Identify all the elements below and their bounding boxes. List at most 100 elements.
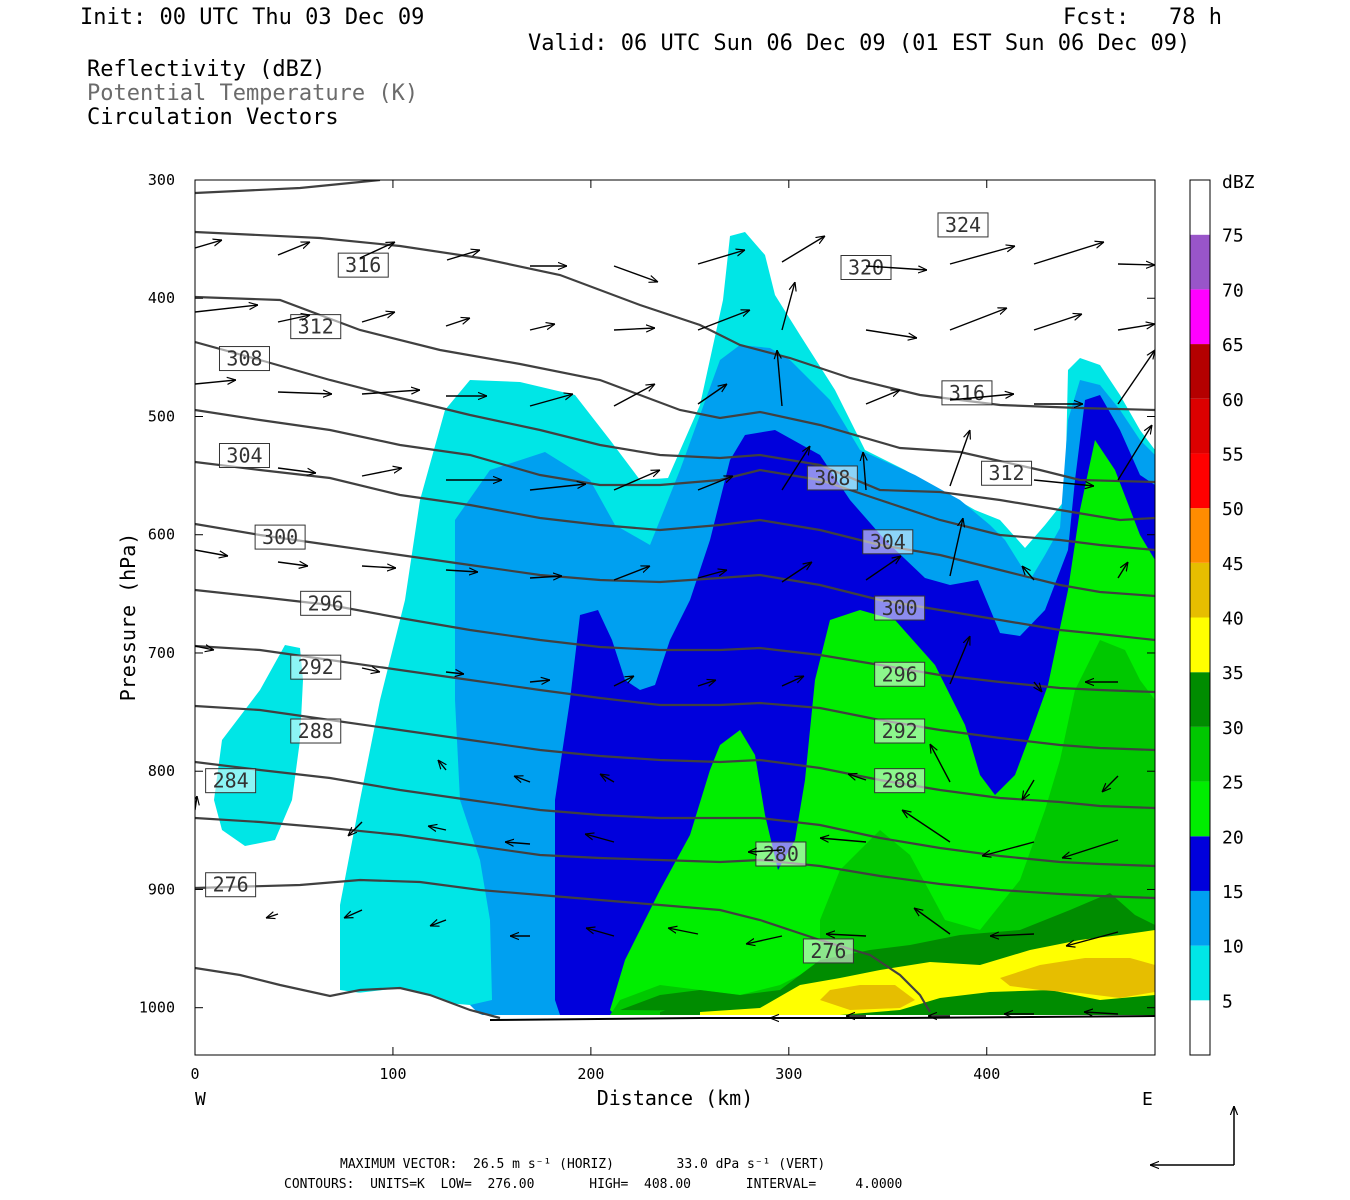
vector-arrow (697, 310, 750, 331)
vector-arrow (1066, 931, 1119, 946)
vector-arrow (1022, 779, 1035, 800)
vector-arrow (446, 250, 480, 261)
theta-label-text: 288 (298, 719, 334, 743)
vector-arrow (361, 668, 380, 672)
vector-arrow (1102, 775, 1119, 792)
x-tick-label: 300 (775, 1065, 802, 1083)
surface-line (489, 1015, 1156, 1021)
forecast-hour: Fcst: 78 h (1063, 5, 1222, 30)
theta-label: 292 (874, 718, 926, 744)
x-tick-label: 100 (379, 1065, 406, 1083)
vector-arrow (529, 576, 562, 578)
theta-label: 300 (874, 595, 926, 621)
vector-arrow (277, 467, 316, 473)
theta-label-text: 300 (262, 525, 298, 549)
colorbar-swatch (1190, 453, 1210, 509)
vector-arrow (930, 744, 951, 783)
y-tick-label: 300 (148, 171, 175, 189)
x-tick-label: 0 (190, 1065, 199, 1083)
refl-35-region (700, 930, 1155, 1015)
vector-arrow (990, 934, 1035, 936)
theta-label-box (218, 443, 270, 469)
theta-label-text: 308 (814, 466, 850, 490)
colorbar-swatch (1190, 508, 1210, 563)
colorbar-swatch (1190, 617, 1210, 673)
vector-arrow (613, 676, 634, 687)
theta-label-box (300, 590, 352, 616)
vector-arrow (348, 821, 363, 836)
theta-label-box (802, 938, 854, 964)
vector-arrow (529, 484, 586, 491)
vector-arrow (865, 329, 917, 338)
vector-arrow (445, 570, 478, 572)
colorbar-tick-label: 10 (1222, 937, 1244, 958)
y-tick-label: 400 (148, 289, 175, 307)
vector-arrow (1117, 350, 1155, 405)
vector-arrow (505, 842, 531, 844)
theta-label: 280 (755, 841, 807, 867)
colorbar-tick-label: 60 (1222, 390, 1244, 411)
vector-arrow (1117, 562, 1128, 579)
theta-line (195, 816, 1155, 900)
below-ground (195, 970, 1155, 1055)
reference-vector (1150, 1106, 1234, 1165)
vector-arrow (1117, 324, 1155, 331)
theta-label: 304 (862, 529, 914, 555)
theta-label: 308 (218, 346, 270, 372)
theta-line (195, 340, 1155, 522)
theta-label: 324 (937, 212, 989, 238)
vector-arrow (697, 475, 733, 491)
theta-label-text: 316 (949, 381, 985, 405)
theta-line (195, 180, 381, 195)
colorbar-tick-label: 65 (1222, 335, 1244, 356)
vector-arrow (1062, 839, 1119, 858)
vector-arrow (949, 430, 970, 487)
vector-arrow (277, 241, 310, 256)
colorbar-swatch (1190, 1000, 1210, 1055)
colorbar-swatch (1190, 890, 1210, 946)
vector-arrow (826, 934, 867, 936)
vector-arrow (1022, 566, 1035, 581)
colorbar-swatch (1190, 180, 1210, 235)
vector-arrow (820, 838, 867, 842)
vector-arrow (697, 384, 727, 405)
vector-arrow (361, 390, 420, 394)
vector-arrow (277, 315, 310, 323)
x-tick-label: 200 (577, 1065, 604, 1083)
circulation-vectors (195, 236, 1155, 1018)
theta-label-box (874, 595, 926, 621)
theta-label-text: 320 (848, 256, 884, 280)
x-axis-east-label: E (1142, 1089, 1153, 1110)
theta-label-text: 292 (882, 719, 918, 743)
vector-arrow (529, 680, 550, 682)
theta-label: 296 (300, 590, 352, 616)
theta-label-text: 296 (882, 662, 918, 686)
vector-arrow (1117, 264, 1155, 265)
vector-arrow (949, 308, 1007, 331)
colorbar-tick-label: 20 (1222, 827, 1244, 848)
vector-arrow (613, 265, 658, 282)
vector-arrow (848, 774, 867, 780)
vector-arrow (438, 760, 446, 771)
vector-arrow (1033, 314, 1082, 331)
theta-label-box (806, 465, 858, 491)
vector-arrow (949, 518, 963, 577)
colorbar-swatch (1190, 562, 1210, 618)
colorbar-tick-label: 5 (1222, 991, 1233, 1012)
theta-label: 320 (840, 255, 892, 280)
colorbar-swatch (1190, 344, 1210, 399)
vector-arrow (585, 834, 615, 843)
colorbar-tick-label: 40 (1222, 609, 1244, 630)
theta-line (195, 460, 1155, 598)
contours-note: CONTOURS: UNITS=K LOW= 276.00 HIGH= 408.… (284, 1177, 903, 1192)
x-axis-label: Distance (km) (597, 1086, 754, 1110)
theta-label-text: 280 (763, 842, 799, 866)
theta-label-text: 276 (810, 939, 846, 963)
vector-arrow (781, 236, 825, 263)
vector-arrow (949, 246, 1015, 265)
valid-time: Valid: 06 UTC Sun 06 Dec 09 (01 EST Sun … (528, 31, 1191, 56)
vector-arrow (865, 556, 901, 581)
vector-arrow (529, 394, 573, 407)
vector-arrow (195, 380, 236, 384)
